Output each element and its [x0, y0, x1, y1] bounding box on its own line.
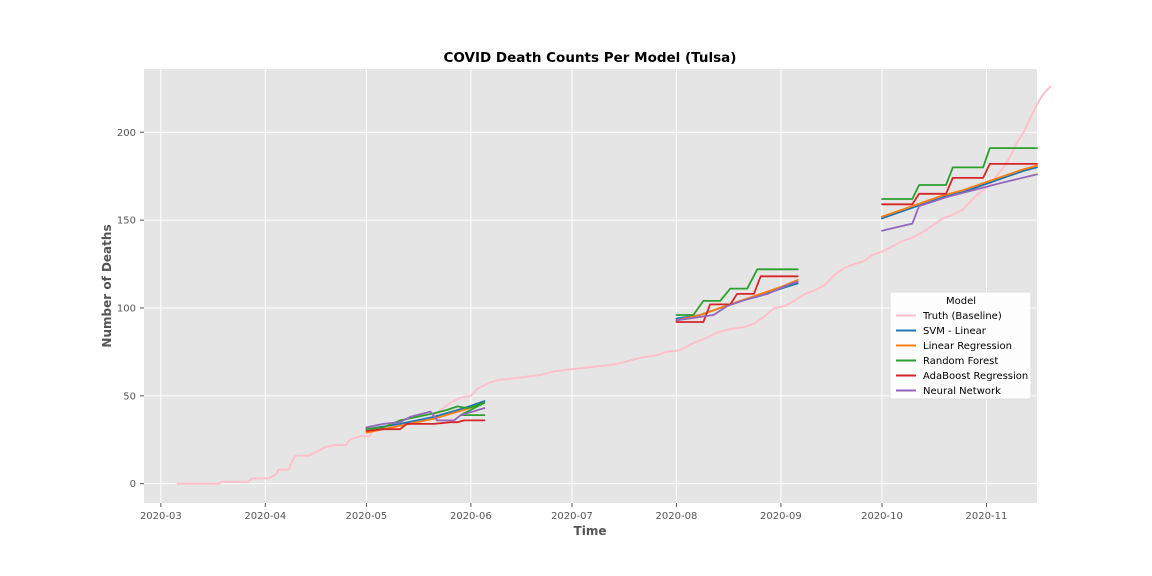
x-tick-label: 2020-11: [966, 511, 1008, 522]
series-layer: [176, 85, 1052, 485]
x-tick-label: 2020-04: [244, 511, 286, 522]
series-neural-network: [365, 173, 1038, 429]
grid: [144, 69, 1037, 503]
y-tick-label: 200: [117, 128, 136, 139]
y-axis-label: Number of Deaths: [100, 224, 114, 347]
legend-title: Model: [946, 296, 976, 307]
chart-title: COVID Death Counts Per Model (Tulsa): [444, 50, 737, 66]
legend-label-linear-regression: Linear Regression: [923, 341, 1012, 352]
series-adaboost-regression: [365, 162, 1038, 432]
series-line-random-forest: [675, 268, 799, 316]
x-tick-label: 2020-08: [656, 511, 698, 522]
series-line-neural-network: [365, 407, 486, 429]
x-tick-label: 2020-06: [450, 511, 492, 522]
x-axis-ticks: 2020-03 2020-04 2020-05 2020-06 2020-07 2020-…: [140, 503, 1007, 522]
x-axis-label: Time: [574, 524, 607, 538]
legend-box: [889, 291, 1032, 400]
legend: Model Truth (Baseline) SVM - Linear Linear…: [889, 291, 1032, 400]
legend-label-random-forest: Random Forest: [923, 356, 998, 367]
series-line-adaboost-regression: [881, 162, 1038, 206]
y-tick-label: 0: [130, 479, 136, 490]
legend-items: Truth (Baseline) SVM - Linear Linear Regre…: [896, 311, 1028, 397]
y-tick-label: 50: [123, 391, 136, 402]
x-tick-label: 2020-09: [760, 511, 802, 522]
plot-area: [144, 69, 1037, 503]
y-axis-ticks: 0 50 100 150 200: [117, 128, 144, 490]
x-tick-label: 2020-05: [346, 511, 388, 522]
legend-label-adaboost-regression: AdaBoost Regression: [923, 371, 1028, 382]
series-line-adaboost-regression: [675, 275, 799, 323]
series-truth-baseline: [176, 85, 1052, 485]
series-line-neural-network: [881, 173, 1038, 232]
y-tick-label: 100: [117, 303, 136, 314]
x-tick-label: 2020-10: [861, 511, 903, 522]
series-line-random-forest: [881, 147, 1038, 200]
x-tick-label: 2020-07: [551, 511, 593, 522]
legend-label-truth-baseline: Truth (Baseline): [922, 311, 1002, 322]
series-line-neural-network: [675, 280, 799, 322]
y-tick-label: 150: [117, 216, 136, 227]
series-line-adaboost-regression: [365, 419, 486, 432]
series-line-truth-baseline: [176, 85, 1052, 485]
x-tick-label: 2020-03: [140, 511, 182, 522]
legend-label-neural-network: Neural Network: [923, 386, 1001, 397]
series-line-linear-regression: [881, 164, 1038, 218]
legend-label-svm-linear: SVM - Linear: [923, 326, 987, 337]
